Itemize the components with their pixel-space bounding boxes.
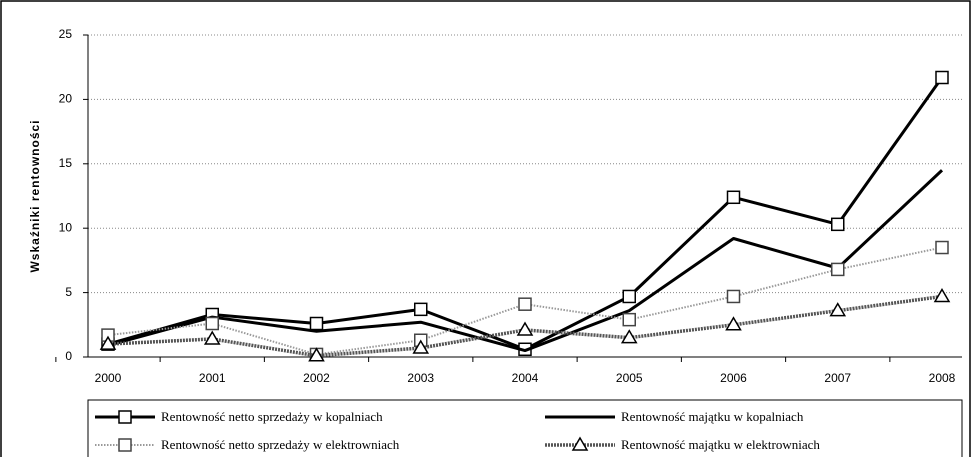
x-tick-label: 2004 [512,371,539,385]
marker [99,335,117,350]
y-tick-label: 10 [59,220,73,234]
x-tick-label: 2001 [199,371,226,385]
marker [309,316,324,331]
x-tick-label: 2006 [720,371,747,385]
y-tick-label: 0 [65,349,72,363]
marker [726,289,741,304]
marker [725,316,742,331]
marker [412,339,430,354]
legend-text: Rentowność netto sprzedaży w elektrownia… [161,437,400,452]
marker [831,217,845,232]
marker [414,302,428,317]
marker [118,438,132,452]
legend-box [87,399,963,457]
marker [622,312,636,327]
marker [518,297,532,311]
marker [203,330,221,345]
marker [622,289,636,304]
marker [571,436,589,451]
legend-text: Rentowność netto sprzedaży w kopalniach [161,409,383,424]
x-tick-label: 2008 [929,371,956,385]
marker [935,70,949,85]
x-tick-label: 2002 [303,371,330,385]
x-tick-label: 2005 [616,371,643,385]
marker [620,329,638,344]
legend-text: Rentowność majątku w kopalniach [621,409,804,424]
marker [831,262,845,277]
marker [935,240,949,255]
marker [829,302,847,317]
marker [205,316,219,331]
y-tick-label: 5 [65,285,72,299]
marker [726,190,741,205]
marker [308,347,325,362]
x-tick-label: 2000 [95,371,122,385]
y-axis-label: Wskaźniki rentowności [28,119,42,272]
marker [118,410,132,424]
x-tick-label: 2003 [407,371,434,385]
x-tick-label: 2007 [824,371,851,385]
series-line [107,169,944,353]
y-tick-label: 15 [59,156,73,170]
y-tick-label: 20 [59,92,73,106]
marker [516,321,534,336]
legend-text: Rentowność majątku w elektrowniach [621,437,820,452]
y-tick-label: 25 [59,27,73,41]
marker [933,287,951,303]
